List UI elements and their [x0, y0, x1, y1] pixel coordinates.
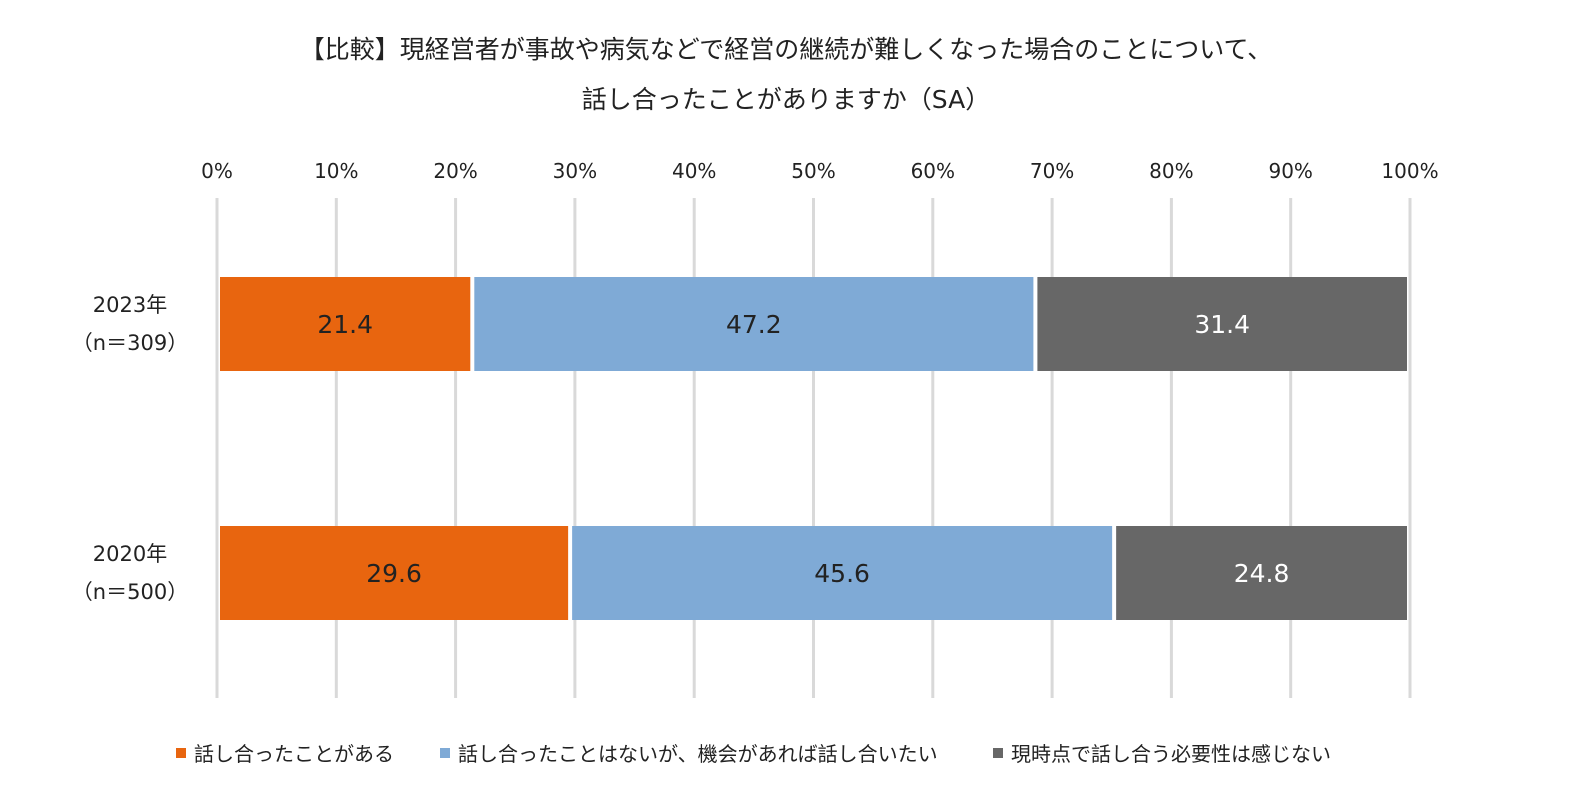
legend-item-discussed: 話し合ったことがある	[176, 738, 394, 767]
chart-title-line1: 【比較】現経営者が事故や病気などで経営の継続が難しくなった場合のことについて、	[299, 35, 1273, 64]
data-label-0-0: 21.4	[317, 310, 373, 339]
legend-item-no-need: 現時点で話し合う必要性は感じない	[993, 738, 1331, 767]
data-label-1-1: 45.6	[814, 559, 870, 588]
data-label-1-2: 24.8	[1234, 559, 1290, 588]
category-label-0: 2023年	[93, 293, 167, 317]
legend-swatch-no-need	[993, 747, 1003, 758]
tick-label-0: 0%	[201, 159, 233, 183]
category-sublabel-1: （n＝500）	[72, 580, 188, 604]
tick-label-50: 50%	[791, 159, 835, 183]
tick-label-60: 60%	[911, 159, 955, 183]
bar-segment-0-2	[1037, 277, 1407, 371]
bar-segment-1-1	[572, 526, 1113, 620]
tick-label-70: 70%	[1030, 159, 1074, 183]
bar-segment-1-2	[1116, 526, 1407, 620]
legend: 話し合ったことがある 話し合ったことはないが、機会があれば話し合いたい 現時点で…	[0, 738, 1572, 768]
data-label-0-2: 31.4	[1194, 310, 1250, 339]
data-label-1-0: 29.6	[366, 559, 422, 588]
legend-label-want-to-discuss: 話し合ったことはないが、機会があれば話し合いたい	[458, 742, 938, 766]
bar-segment-0-1	[474, 277, 1034, 371]
category-label-1: 2020年	[93, 542, 167, 566]
legend-swatch-discussed	[176, 747, 186, 758]
legend-label-no-need: 現時点で話し合う必要性は感じない	[1011, 742, 1331, 766]
tick-label-20: 20%	[433, 159, 477, 183]
tick-label-80: 80%	[1149, 159, 1193, 183]
tick-label-10: 10%	[314, 159, 358, 183]
tick-label-30: 30%	[553, 159, 597, 183]
legend-swatch-want-to-discuss	[440, 747, 450, 758]
legend-label-discussed: 話し合ったことがある	[194, 742, 394, 766]
tick-label-40: 40%	[672, 159, 716, 183]
bar-segment-0-0	[220, 277, 471, 371]
tick-label-90: 90%	[1268, 159, 1312, 183]
legend-item-want-to-discuss: 話し合ったことはないが、機会があれば話し合いたい	[440, 738, 938, 767]
category-sublabel-0: （n＝309）	[72, 331, 188, 355]
tick-label-100: 100%	[1381, 159, 1438, 183]
bar-segment-1-0	[220, 526, 569, 620]
chart-title-line2: 話し合ったことがありますか（SA）	[581, 85, 991, 114]
data-label-0-1: 47.2	[726, 310, 782, 339]
